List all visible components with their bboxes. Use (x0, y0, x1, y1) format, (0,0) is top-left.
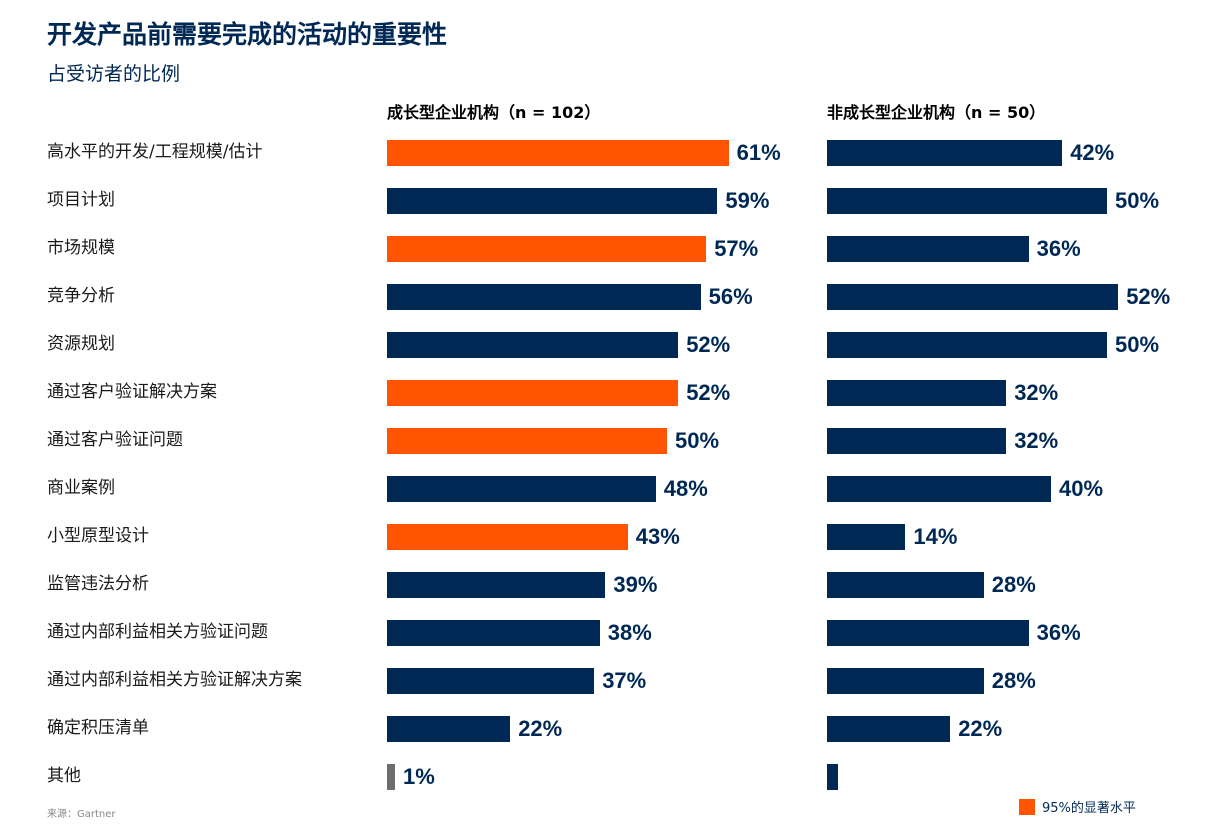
bar (827, 764, 839, 790)
bar (827, 716, 951, 742)
bar (827, 188, 1107, 214)
category-label: 确定积压清单 (47, 718, 149, 738)
legend-label: 95%的显著水平 (1042, 801, 1136, 816)
value-label: 50% (675, 428, 720, 453)
category-label: 小型原型设计 (47, 526, 149, 546)
category-label: 其他 (47, 766, 81, 786)
bar (827, 380, 1007, 406)
bar (387, 620, 600, 646)
category-label: 通过内部利益相关方验证解决方案 (47, 670, 302, 690)
bar (387, 236, 707, 262)
series-header-non-growth: 非成长型企业机构（n = 50） (827, 103, 1046, 122)
category-label: 通过客户验证解决方案 (47, 382, 217, 402)
bar (387, 668, 595, 694)
value-label: 43% (635, 524, 680, 549)
value-label: 52% (1126, 284, 1171, 309)
bar (387, 716, 511, 742)
series-header-growth: 成长型企业机构（n = 102） (387, 103, 601, 122)
bar (387, 332, 679, 358)
bar (827, 140, 1063, 166)
bar (827, 428, 1007, 454)
value-label: 32% (1014, 428, 1059, 453)
bar (827, 236, 1029, 262)
value-label: 57% (714, 236, 759, 261)
value-label: 36% (1036, 236, 1081, 261)
value-label: 61% (736, 140, 781, 165)
bar (387, 140, 729, 166)
bar (387, 188, 718, 214)
category-label: 项目计划 (47, 190, 115, 210)
source-note: 来源：Gartner (47, 809, 116, 820)
value-label: 52% (686, 332, 731, 357)
bar (387, 764, 395, 790)
category-label: 监管违法分析 (47, 574, 149, 594)
bar (387, 284, 701, 310)
bar (387, 476, 656, 502)
bar (387, 428, 667, 454)
bar (827, 572, 984, 598)
value-label: 48% (663, 476, 708, 501)
category-label: 资源规划 (47, 334, 115, 354)
bar (827, 284, 1119, 310)
value-label: 32% (1014, 380, 1059, 405)
category-label: 市场规模 (47, 238, 115, 258)
bar (387, 572, 606, 598)
chart-subtitle: 占受访者的比例 (47, 63, 181, 85)
value-label: 40% (1059, 476, 1104, 501)
value-label: 52% (686, 380, 731, 405)
value-label: 38% (607, 620, 652, 645)
bar (387, 524, 628, 550)
legend-swatch (1019, 798, 1035, 815)
bar (387, 380, 679, 406)
value-label: 28% (991, 668, 1036, 693)
value-label: 59% (725, 188, 770, 213)
value-label: 50% (1115, 188, 1160, 213)
value-label: 28% (991, 572, 1036, 597)
category-label: 通过客户验证问题 (47, 430, 183, 450)
legend: 95%的显著水平 (1019, 797, 1136, 816)
bar (827, 332, 1107, 358)
value-label: 50% (1115, 332, 1160, 357)
value-label: 14% (913, 524, 958, 549)
value-label: 1% (403, 764, 435, 789)
bar (827, 524, 906, 550)
bar (827, 668, 984, 694)
value-label: 22% (958, 716, 1003, 741)
value-label: 36% (1036, 620, 1081, 645)
category-label: 通过内部利益相关方验证问题 (47, 622, 268, 642)
value-label: 56% (708, 284, 753, 309)
value-label: 42% (1070, 140, 1115, 165)
bar (827, 620, 1029, 646)
value-label: 39% (613, 572, 658, 597)
chart-title: 开发产品前需要完成的活动的重要性 (47, 20, 448, 49)
value-label: 22% (518, 716, 563, 741)
category-label: 高水平的开发/工程规模/估计 (47, 142, 263, 162)
value-label: 37% (602, 668, 647, 693)
bar (827, 476, 1051, 502)
category-label: 竞争分析 (47, 286, 115, 306)
category-label: 商业案例 (47, 478, 115, 498)
